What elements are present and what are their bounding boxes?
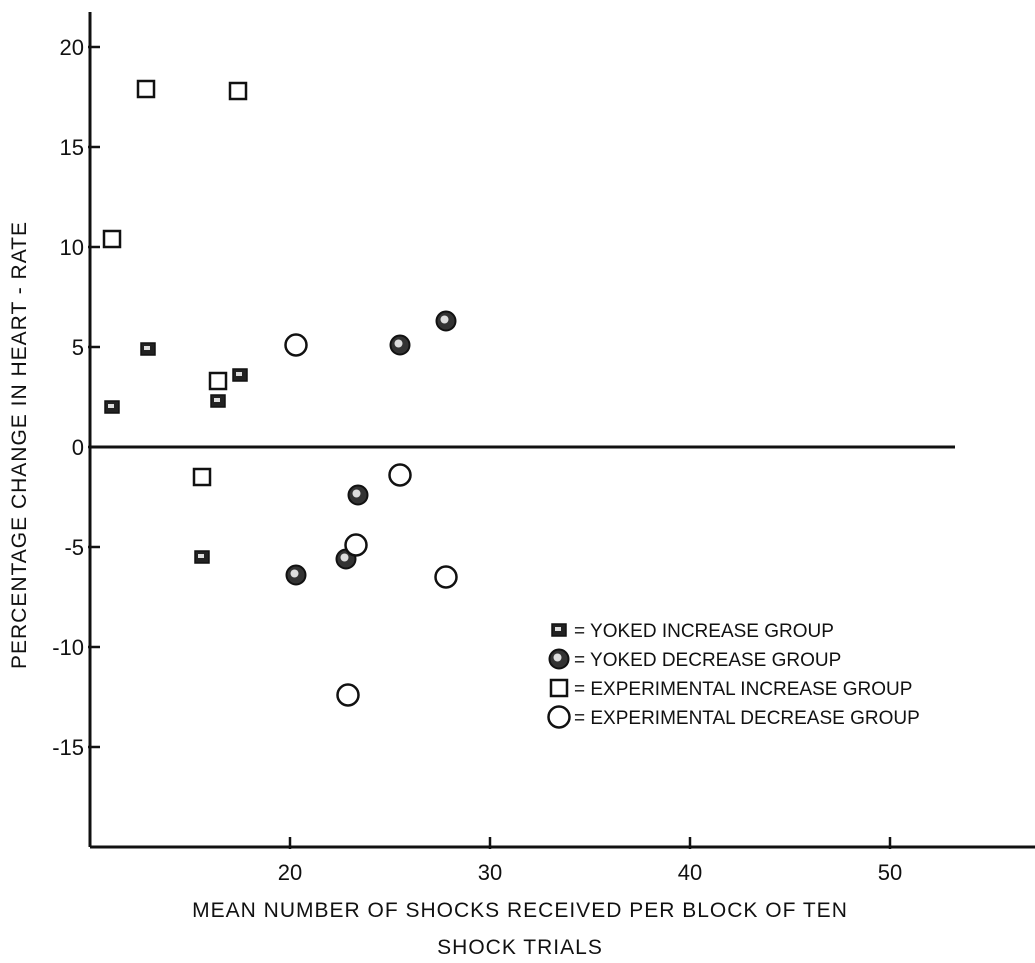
data-point-filled-circle	[389, 334, 411, 356]
x-tick-label: 40	[678, 860, 702, 885]
data-point-open-circle	[344, 533, 368, 557]
y-tick-label: 0	[72, 435, 84, 460]
data-point-filled-square	[140, 342, 156, 356]
data-point-filled-circle	[435, 310, 457, 332]
legend-marker-open-circle	[547, 705, 571, 729]
y-tick-label: -10	[52, 635, 84, 660]
data-points	[102, 79, 458, 707]
y-axis-label: PERCENTAGE CHANGE IN HEART - RATE	[8, 221, 31, 669]
data-point-open-square	[192, 467, 212, 487]
data-point-filled-square	[232, 368, 248, 382]
data-point-filled-square	[194, 550, 210, 564]
y-tick-label: 20	[60, 35, 84, 60]
legend-entry-label: = EXPERIMENTAL INCREASE GROUP	[574, 679, 912, 700]
data-point-open-circle	[284, 333, 308, 357]
data-point-filled-circle	[285, 564, 307, 586]
legend-marker-open-square	[549, 678, 569, 698]
y-tick-label: 10	[60, 235, 84, 260]
legend-marker-filled-circle	[548, 648, 570, 670]
x-tick-label: 20	[278, 860, 302, 885]
axes	[88, 12, 1035, 849]
data-point-filled-square	[104, 400, 120, 414]
data-point-open-circle	[434, 565, 458, 589]
y-tick-label: -5	[64, 535, 84, 560]
legend-marker-filled-square	[551, 623, 567, 637]
y-tick-label: 5	[72, 335, 84, 360]
x-tick-label: 30	[478, 860, 502, 885]
data-point-filled-square	[210, 394, 226, 408]
legend-entry-label: = YOKED INCREASE GROUP	[574, 621, 834, 642]
data-point-open-square	[228, 81, 248, 101]
legend: = YOKED INCREASE GROUP = YOKED DECREASE G…	[547, 621, 920, 729]
x-axis-label-line1: MEAN NUMBER OF SHOCKS RECEIVED PER BLOCK…	[192, 899, 848, 922]
data-point-open-square	[102, 229, 122, 249]
data-point-open-square	[136, 79, 156, 99]
x-axis-label-line2: SHOCK TRIALS	[437, 936, 603, 959]
legend-entry-label: = EXPERIMENTAL DECREASE GROUP	[574, 708, 920, 729]
data-point-open-circle	[336, 683, 360, 707]
y-tick-label: 15	[60, 135, 84, 160]
data-point-open-circle	[388, 463, 412, 487]
data-point-filled-circle	[347, 484, 369, 506]
y-tick-label: -15	[52, 735, 84, 760]
legend-entry-label: = YOKED DECREASE GROUP	[574, 650, 841, 671]
data-point-open-square	[208, 371, 228, 391]
x-tick-label: 50	[878, 860, 902, 885]
